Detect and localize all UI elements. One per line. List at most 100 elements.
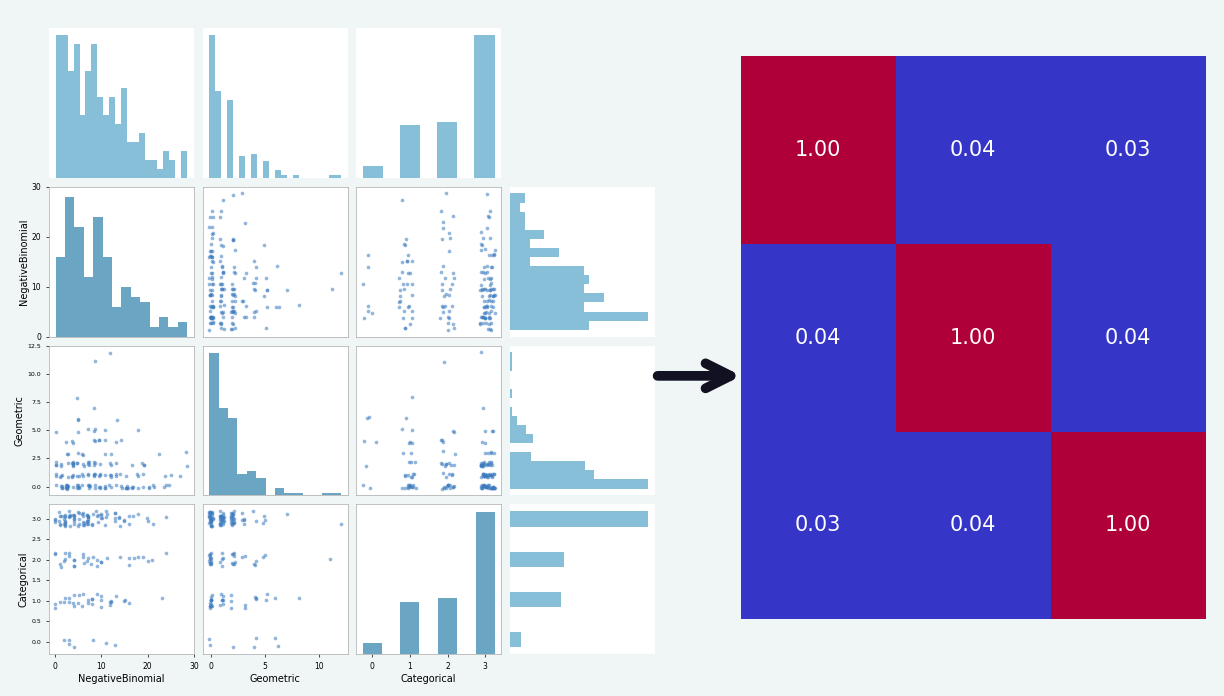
Point bbox=[200, 324, 219, 335]
Point bbox=[111, 435, 131, 446]
Point bbox=[485, 249, 504, 260]
Point bbox=[200, 512, 219, 523]
Point bbox=[474, 301, 493, 313]
Point bbox=[84, 403, 104, 414]
Point bbox=[474, 461, 493, 472]
Point bbox=[213, 283, 233, 294]
Point bbox=[157, 512, 176, 523]
Point bbox=[359, 306, 378, 317]
Point bbox=[202, 514, 222, 525]
Point bbox=[213, 591, 233, 602]
Point bbox=[475, 480, 494, 491]
Point bbox=[91, 590, 110, 601]
Point bbox=[200, 511, 219, 522]
Point bbox=[202, 278, 222, 290]
Point bbox=[69, 470, 88, 482]
Point bbox=[62, 457, 82, 468]
Point bbox=[64, 601, 83, 612]
Point bbox=[69, 426, 88, 437]
Point bbox=[50, 516, 70, 527]
Point bbox=[212, 261, 231, 272]
Point bbox=[213, 311, 233, 322]
Point bbox=[202, 301, 222, 312]
Bar bbox=[169, 326, 177, 337]
Point bbox=[443, 210, 463, 221]
Point bbox=[99, 480, 119, 491]
Point bbox=[475, 479, 494, 490]
Point bbox=[433, 216, 453, 228]
Point bbox=[472, 239, 492, 251]
Point bbox=[82, 559, 102, 570]
Point bbox=[483, 296, 503, 307]
Point bbox=[201, 289, 220, 300]
Point bbox=[111, 481, 131, 492]
Point bbox=[223, 234, 242, 245]
Point bbox=[55, 553, 75, 564]
Point bbox=[213, 507, 233, 519]
Point bbox=[203, 600, 223, 611]
Point bbox=[224, 548, 244, 559]
Point bbox=[404, 481, 424, 492]
Point bbox=[202, 301, 222, 312]
Point bbox=[51, 480, 71, 491]
Point bbox=[481, 272, 501, 283]
Point bbox=[64, 458, 83, 469]
Point bbox=[438, 245, 458, 256]
Point bbox=[82, 518, 102, 529]
Bar bbox=[215, 90, 222, 177]
Point bbox=[321, 553, 340, 564]
Point bbox=[483, 482, 503, 493]
Point bbox=[155, 471, 175, 482]
Point bbox=[203, 301, 223, 313]
Point bbox=[203, 513, 223, 524]
Point bbox=[474, 317, 493, 329]
Point bbox=[481, 283, 501, 294]
Point bbox=[202, 295, 222, 306]
Point bbox=[69, 448, 88, 459]
Bar bbox=[510, 203, 520, 212]
Bar bbox=[332, 493, 341, 496]
Point bbox=[235, 551, 255, 562]
Y-axis label: Categorical: Categorical bbox=[18, 551, 28, 607]
Point bbox=[55, 555, 75, 567]
Point bbox=[202, 251, 222, 262]
Point bbox=[200, 245, 219, 256]
Point bbox=[483, 483, 503, 494]
Point bbox=[201, 290, 220, 301]
Point bbox=[246, 632, 266, 643]
Point bbox=[60, 511, 80, 522]
Point bbox=[89, 434, 109, 445]
Point bbox=[212, 261, 231, 272]
Point bbox=[224, 306, 244, 317]
Bar bbox=[510, 275, 589, 285]
Point bbox=[202, 229, 222, 240]
Point bbox=[211, 300, 230, 311]
Point bbox=[55, 509, 75, 521]
Point bbox=[212, 239, 231, 251]
Point bbox=[106, 414, 126, 425]
Point bbox=[477, 448, 497, 459]
Point bbox=[47, 468, 66, 480]
Point bbox=[72, 509, 92, 520]
Point bbox=[477, 189, 497, 200]
Point bbox=[472, 461, 492, 472]
Text: 1.00: 1.00 bbox=[950, 328, 996, 347]
Point bbox=[92, 513, 111, 524]
Point bbox=[394, 283, 414, 294]
Bar bbox=[510, 461, 585, 470]
Point bbox=[64, 482, 83, 493]
Point bbox=[224, 642, 244, 653]
Point bbox=[95, 519, 115, 530]
Point bbox=[84, 423, 104, 434]
Bar bbox=[228, 418, 237, 496]
Point bbox=[214, 516, 234, 527]
Point bbox=[201, 516, 220, 528]
Point bbox=[211, 556, 230, 567]
Point bbox=[59, 547, 78, 558]
Point bbox=[245, 559, 264, 570]
Point bbox=[211, 233, 230, 244]
Point bbox=[80, 483, 99, 494]
Point bbox=[201, 245, 220, 256]
Point bbox=[400, 268, 420, 279]
Point bbox=[399, 480, 419, 491]
